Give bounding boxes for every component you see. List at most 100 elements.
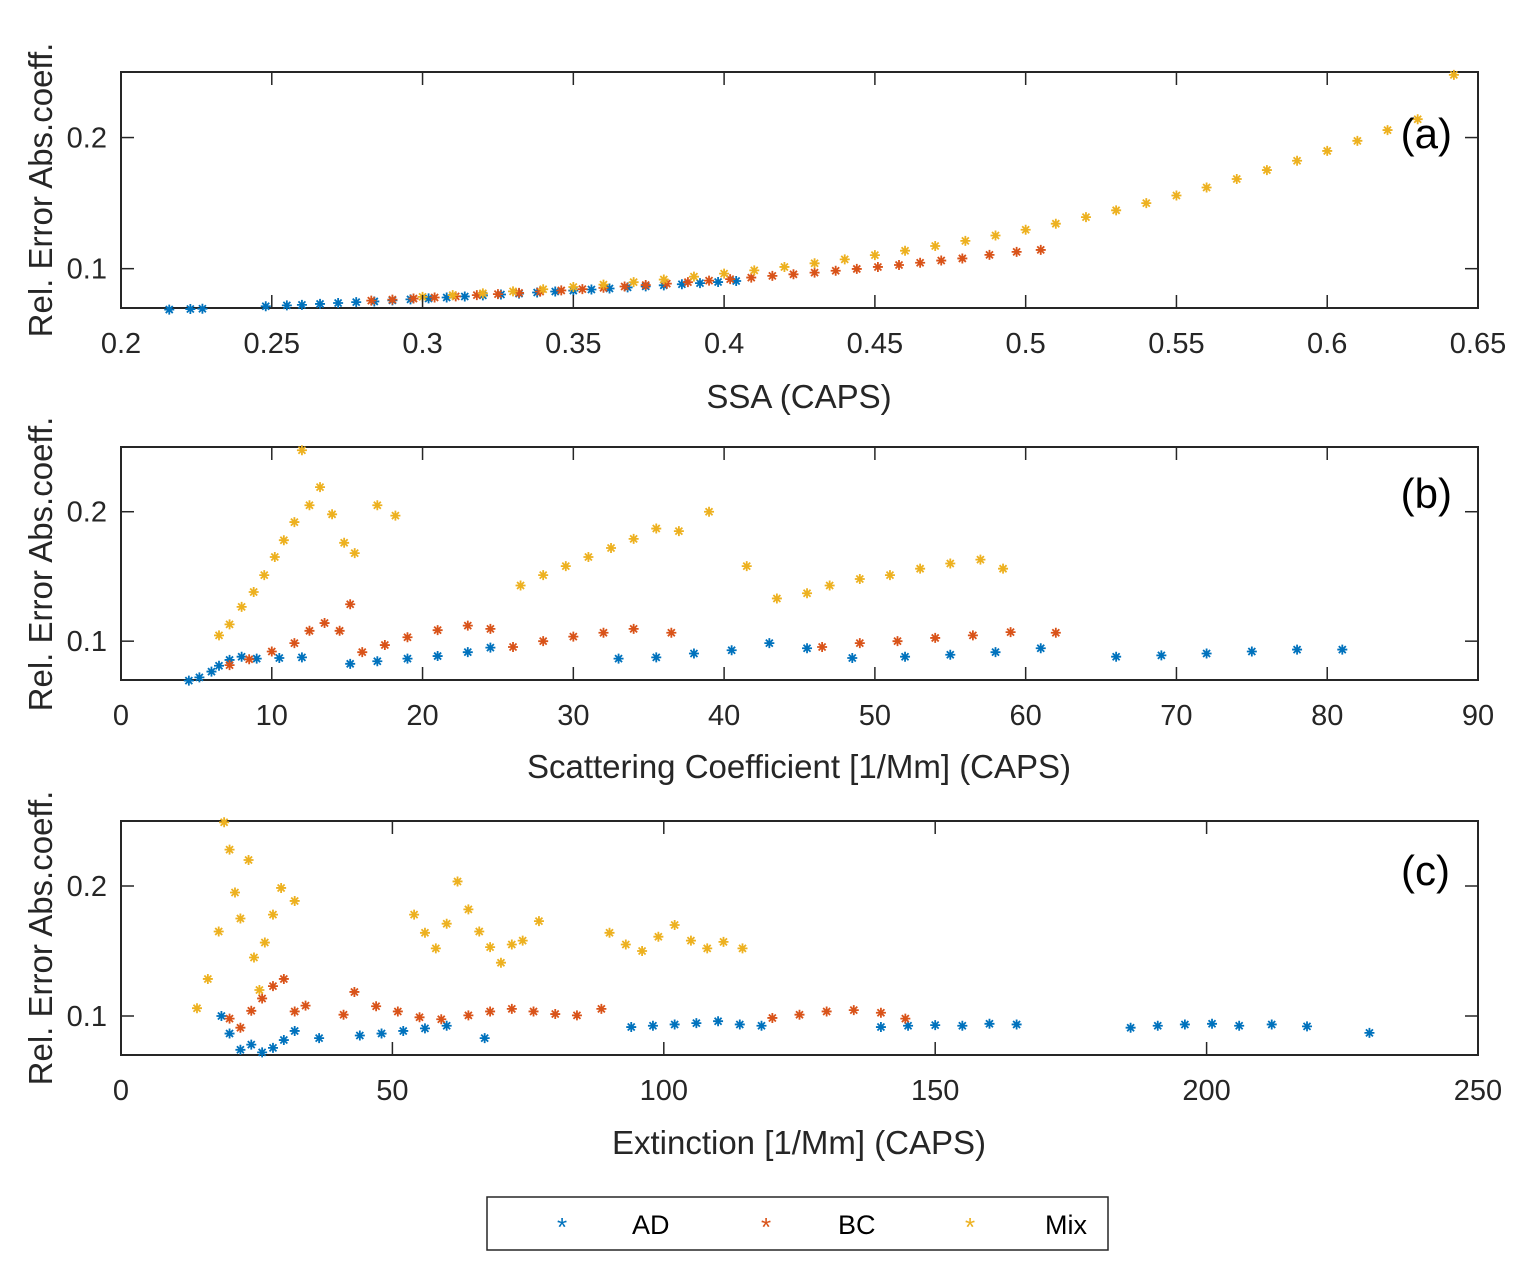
point-mix	[737, 943, 748, 954]
x-tick-label: 0.45	[847, 328, 903, 360]
point-bc	[266, 646, 277, 657]
point-bc	[619, 281, 630, 292]
point-ad	[550, 286, 561, 297]
point-ad	[441, 292, 452, 303]
point-ad	[216, 1011, 227, 1021]
point-bc	[640, 280, 651, 291]
x-tick-label: 10	[256, 700, 288, 732]
point-mix	[259, 570, 270, 581]
point-ad	[183, 675, 194, 686]
point-mix	[235, 913, 246, 924]
point-mix	[515, 580, 526, 591]
point-mix	[704, 506, 715, 517]
point-ad	[459, 291, 470, 302]
x-tick-label: 250	[1454, 1075, 1502, 1107]
point-ad	[586, 284, 597, 295]
point-bc	[235, 1022, 246, 1033]
point-mix	[276, 882, 287, 893]
point-bc	[830, 265, 841, 276]
point-bc	[514, 287, 525, 298]
point-mix	[1261, 165, 1272, 176]
point-ad	[315, 298, 326, 309]
y-tick-label: 0.1	[67, 1001, 107, 1033]
x-tick-label: 200	[1182, 1075, 1230, 1107]
y-tick-label: 0.1	[67, 626, 107, 658]
point-mix	[327, 509, 338, 520]
point-bc	[492, 289, 503, 300]
point-ad	[669, 1019, 680, 1030]
point-ad	[1111, 651, 1122, 662]
point-mix	[289, 895, 300, 906]
point-bc	[682, 277, 693, 288]
x-tick-label: 0	[113, 1075, 129, 1107]
point-mix	[259, 937, 270, 948]
point-bc	[471, 290, 482, 301]
point-ad	[1201, 648, 1212, 659]
point-ad	[900, 651, 911, 662]
x-tick-label: 50	[859, 700, 891, 732]
point-ad	[691, 1018, 702, 1029]
point-ad	[224, 1028, 235, 1039]
point-bc	[794, 1009, 805, 1020]
point-bc	[892, 636, 903, 647]
plot-area-a	[120, 71, 1479, 309]
point-mix	[749, 265, 760, 276]
panel-label-c: (c)	[1401, 847, 1450, 894]
point-mix	[802, 588, 813, 599]
x-tick-label: 0.55	[1148, 328, 1204, 360]
point-mix	[430, 943, 441, 954]
point-mix	[447, 290, 458, 301]
point-mix	[1020, 224, 1031, 235]
point-ad	[903, 1020, 914, 1031]
x-axis-title-b: Scattering Coefficient [1/Mm] (CAPS)	[527, 748, 1071, 785]
point-mix	[495, 957, 506, 968]
x-tick-label: 0.4	[704, 328, 744, 360]
point-ad	[957, 1020, 968, 1031]
point-mix	[653, 931, 664, 942]
point-ad	[1011, 1019, 1022, 1030]
point-bc	[1011, 246, 1022, 257]
point-bc	[568, 631, 579, 642]
point-bc	[387, 294, 398, 305]
legend-entry-mix: * Mix	[965, 1210, 1088, 1242]
x-tick-label: 60	[1010, 700, 1042, 732]
point-bc	[462, 620, 473, 631]
point-ad	[224, 654, 235, 665]
point-mix	[248, 952, 259, 963]
point-ad	[764, 638, 775, 649]
legend-entry-bc: * BC	[761, 1210, 876, 1242]
point-mix	[719, 268, 730, 279]
point-bc	[872, 261, 883, 272]
point-ad	[1292, 644, 1303, 655]
x-tick-label: 0.2	[101, 328, 141, 360]
point-ad	[847, 652, 858, 663]
point-bc	[463, 1010, 474, 1021]
point-ad	[296, 299, 307, 310]
y-tick-label: 0.2	[67, 123, 107, 155]
point-bc	[289, 1006, 300, 1017]
point-bc	[556, 285, 567, 296]
x-tick-label: 0.35	[545, 328, 601, 360]
legend-marker-ad: *	[557, 1212, 567, 1242]
point-mix	[673, 526, 684, 537]
point-ad	[246, 1039, 257, 1050]
point-bc	[246, 1005, 257, 1016]
point-ad	[236, 651, 247, 662]
point-bc	[767, 1012, 778, 1023]
ticks-b: 0 10 20 30 40 50 60 70 80 90 0.1 0.2	[67, 447, 1494, 732]
point-mix	[975, 554, 986, 565]
x-axis-title-a: SSA (CAPS)	[706, 378, 891, 415]
point-mix	[854, 574, 865, 585]
point-mix	[214, 630, 225, 641]
plot-area-c	[120, 820, 1479, 1056]
point-ad	[354, 1030, 365, 1041]
point-bc	[957, 253, 968, 264]
point-ad	[613, 653, 624, 664]
point-bc	[450, 291, 461, 302]
point-mix	[604, 927, 615, 938]
point-mix	[224, 844, 235, 855]
point-mix	[269, 552, 280, 563]
point-ad	[402, 653, 413, 664]
point-ad	[479, 1033, 490, 1044]
point-bc	[506, 1003, 517, 1014]
